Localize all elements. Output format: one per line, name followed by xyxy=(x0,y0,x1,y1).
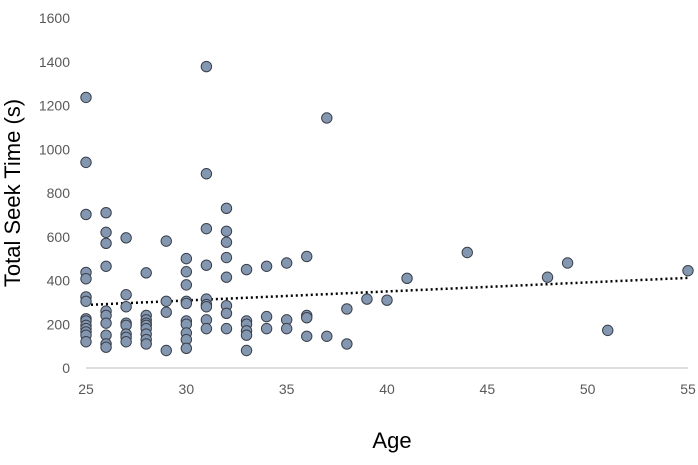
points-layer xyxy=(80,60,694,357)
data-point xyxy=(80,336,92,348)
data-point xyxy=(240,263,253,276)
data-point xyxy=(561,257,574,269)
data-point xyxy=(80,208,92,221)
data-point xyxy=(100,260,112,272)
data-point xyxy=(200,168,213,180)
data-point xyxy=(180,279,193,291)
data-point xyxy=(341,338,353,350)
data-point xyxy=(240,344,253,357)
data-point xyxy=(361,293,373,305)
data-point xyxy=(80,273,92,285)
data-point xyxy=(140,267,152,279)
data-point xyxy=(541,271,554,283)
data-point xyxy=(120,336,132,348)
y-tick-label: 200 xyxy=(47,316,71,332)
data-point xyxy=(200,301,213,313)
data-point xyxy=(160,344,172,357)
data-point xyxy=(682,264,694,277)
data-point xyxy=(260,310,273,323)
data-point xyxy=(80,156,92,169)
data-point xyxy=(180,342,193,355)
y-tick-label: 600 xyxy=(47,229,71,245)
data-point xyxy=(80,295,92,307)
data-point xyxy=(200,222,213,235)
y-tick-label: 1000 xyxy=(39,141,70,157)
data-point xyxy=(341,303,353,315)
data-point xyxy=(381,294,393,306)
data-point xyxy=(220,225,233,237)
data-point xyxy=(220,307,233,320)
x-axis-title: Age xyxy=(372,428,411,453)
data-point xyxy=(100,317,112,329)
y-tick-label: 400 xyxy=(47,273,71,289)
data-point xyxy=(301,250,313,263)
y-tick-label: 1600 xyxy=(39,10,70,26)
data-point xyxy=(280,322,293,335)
data-point xyxy=(160,295,172,307)
data-point xyxy=(602,324,614,337)
data-point xyxy=(160,306,172,318)
data-point xyxy=(100,237,112,250)
data-point xyxy=(100,226,112,239)
x-tick-label: 55 xyxy=(680,381,696,397)
x-tick-label: 25 xyxy=(78,381,94,397)
data-point xyxy=(401,272,413,285)
data-point xyxy=(120,232,132,244)
x-tick-label: 45 xyxy=(480,381,496,397)
x-tick-label: 40 xyxy=(379,381,395,397)
data-point xyxy=(120,301,132,313)
data-point xyxy=(80,91,92,104)
data-point xyxy=(180,252,193,265)
data-point xyxy=(220,251,233,264)
y-tick-label: 1400 xyxy=(39,54,70,70)
y-tick-label: 1200 xyxy=(39,98,70,114)
data-point xyxy=(240,329,253,341)
data-point xyxy=(220,236,233,248)
data-point xyxy=(180,297,193,310)
data-point xyxy=(200,322,213,335)
data-point xyxy=(321,330,333,342)
data-point xyxy=(120,289,132,301)
x-tick-label: 30 xyxy=(179,381,195,397)
data-point xyxy=(461,246,473,259)
y-tick-label: 800 xyxy=(47,185,71,201)
data-point xyxy=(321,112,333,124)
y-tick-label: 0 xyxy=(62,360,70,376)
data-point xyxy=(280,257,293,269)
data-point xyxy=(301,311,313,324)
x-tick-label: 35 xyxy=(279,381,295,397)
data-point xyxy=(200,60,213,73)
data-point xyxy=(180,266,193,278)
data-point xyxy=(260,260,273,272)
data-point xyxy=(220,271,233,283)
data-point xyxy=(301,330,313,342)
x-axis: 25 30 35 40 45 50 55 xyxy=(78,367,696,397)
data-point xyxy=(140,338,152,350)
x-tick-label: 50 xyxy=(580,381,596,397)
data-point xyxy=(220,322,233,335)
data-point xyxy=(100,206,112,219)
data-point xyxy=(200,259,213,271)
data-point xyxy=(220,202,233,215)
y-axis: 0 200 400 600 800 1000 1200 1400 1600 xyxy=(39,10,70,376)
data-point xyxy=(160,235,172,247)
data-point xyxy=(260,322,273,335)
y-axis-title: Total Seek Time (s) xyxy=(0,99,25,287)
data-point xyxy=(100,341,112,353)
